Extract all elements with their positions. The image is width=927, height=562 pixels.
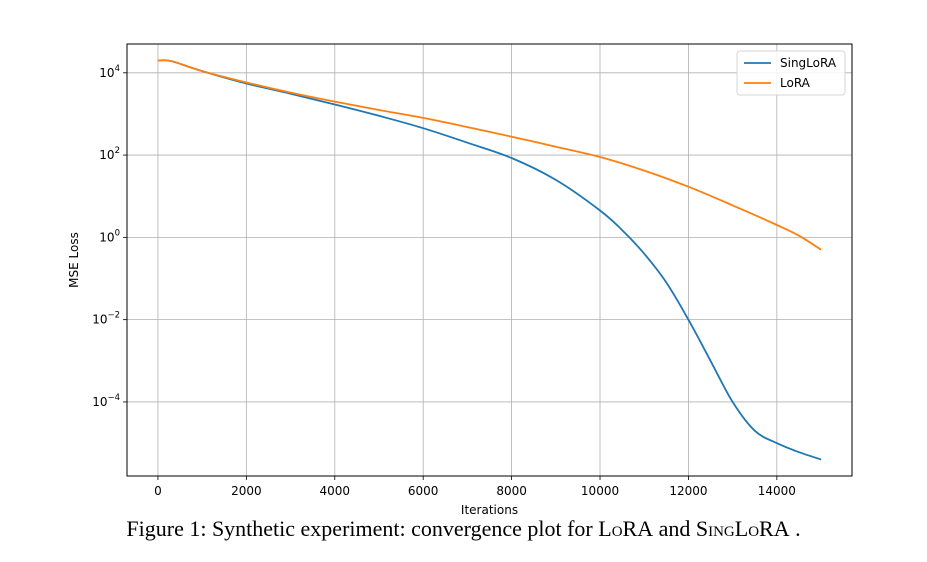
legend-label-singlora: SingLoRA — [780, 56, 837, 70]
y-tick-label: 10−2 — [92, 311, 120, 327]
y-axis-label: MSE Loss — [67, 232, 81, 288]
x-tick-label: 14000 — [758, 484, 796, 498]
y-tick-label: 100 — [99, 228, 120, 244]
caption-suffix: . — [789, 516, 801, 541]
grid — [127, 44, 852, 476]
series-line-singlora — [157, 59, 822, 461]
x-tick-label: 12000 — [669, 484, 707, 498]
figure-caption: Figure 1: Synthetic experiment: converge… — [0, 516, 927, 542]
series-line-lora — [157, 59, 822, 251]
ticks: 0 2000 4000 6000 8000 10000 12000 14000 104 102 10… — [92, 64, 796, 498]
convergence-chart: 0 2000 4000 6000 8000 10000 12000 14000 104 102 10… — [67, 43, 853, 515]
y-tick-label: 102 — [99, 146, 120, 162]
y-tick-label: 104 — [99, 64, 120, 80]
x-axis-label: Iterations — [461, 503, 518, 515]
x-tick-label: 6000 — [408, 484, 439, 498]
x-tick-label: 2000 — [231, 484, 262, 498]
x-tick-label: 0 — [154, 484, 162, 498]
legend: SingLoRA LoRA — [736, 50, 846, 96]
caption-singlora: SingLoRA — [695, 516, 790, 541]
caption-mid: and — [653, 516, 696, 541]
y-tick-label: 10−4 — [92, 393, 120, 409]
caption-prefix: Figure 1: Synthetic experiment: converge… — [126, 516, 599, 541]
series-layer — [157, 59, 822, 461]
legend-box — [736, 50, 846, 96]
x-tick-label: 4000 — [320, 484, 351, 498]
plot-frame — [126, 43, 853, 477]
x-tick-label: 8000 — [496, 484, 527, 498]
caption-lora: LoRA — [598, 516, 654, 541]
legend-label-lora: LoRA — [780, 76, 811, 90]
x-tick-label: 10000 — [581, 484, 619, 498]
